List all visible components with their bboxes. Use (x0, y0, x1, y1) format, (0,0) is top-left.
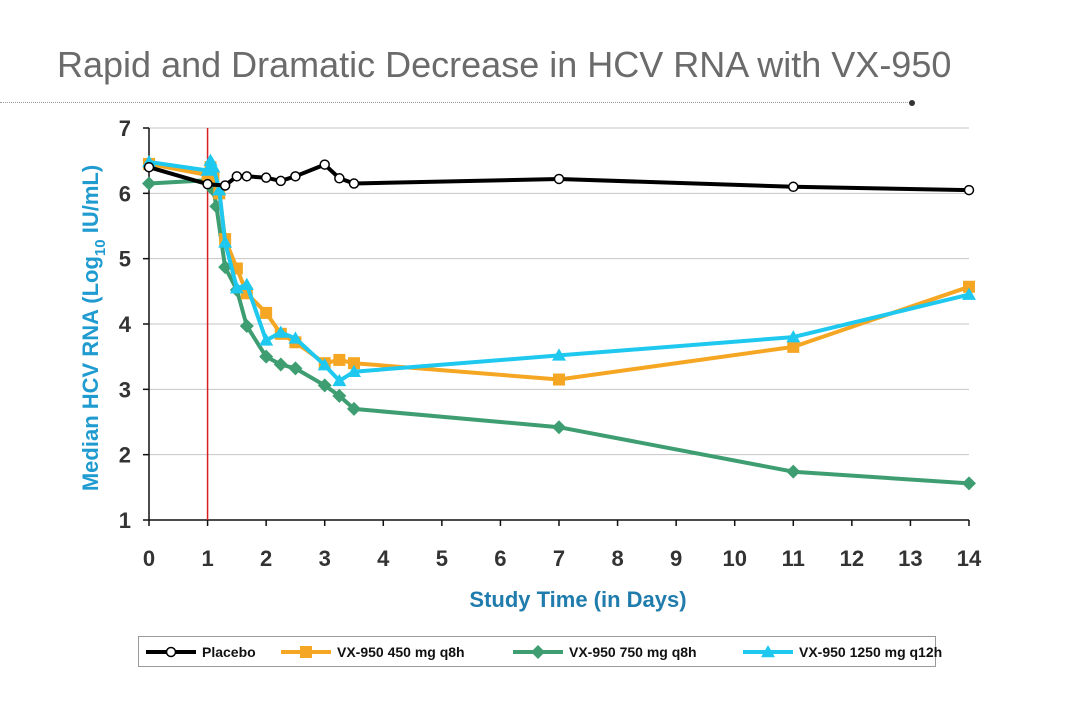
x-tick-label: 6 (494, 546, 506, 571)
legend-swatch (743, 645, 793, 658)
legend-label: VX-950 1250 mg q12h (799, 644, 943, 660)
data-point (260, 306, 273, 319)
data-point (319, 159, 330, 170)
x-tick-label: 13 (898, 546, 922, 571)
data-point (347, 401, 361, 416)
y-tick-label: 2 (119, 443, 131, 468)
x-tick-label: 7 (553, 546, 565, 571)
data-point (317, 358, 332, 371)
x-tick-label: 8 (611, 546, 623, 571)
data-point (552, 348, 566, 361)
axes (143, 127, 970, 526)
data-point (142, 176, 156, 191)
series-3 (142, 153, 976, 387)
legend-label: VX-950 750 mg q8h (569, 644, 697, 660)
data-point (260, 172, 272, 183)
data-point (963, 280, 975, 293)
legend-swatch-marker (761, 645, 775, 658)
legend-swatch (281, 646, 331, 658)
data-point (206, 160, 221, 173)
x-tick-label: 10 (722, 546, 746, 571)
series-group (142, 153, 976, 491)
data-point (241, 171, 253, 182)
data-point (788, 181, 799, 193)
series-2 (142, 170, 976, 491)
title-divider (0, 102, 910, 103)
data-point (229, 281, 244, 294)
data-point (348, 178, 360, 189)
legend-swatch-marker (300, 646, 312, 658)
legend-swatch-marker (165, 646, 177, 658)
data-point (786, 330, 801, 343)
data-point (317, 378, 332, 393)
data-point (218, 235, 233, 248)
x-tick-label: 4 (377, 546, 390, 571)
legend-swatch-marker (531, 645, 545, 659)
data-point (259, 349, 274, 364)
x-tick-label: 9 (670, 546, 682, 571)
y-axis-title: Median HCV RNA (Log10 IU/mL) (78, 165, 109, 491)
legend-swatch (146, 646, 196, 658)
data-point (347, 364, 361, 377)
data-point (553, 373, 565, 386)
y-tick-label: 4 (119, 312, 132, 337)
data-point (552, 420, 566, 435)
gridlines (149, 127, 969, 456)
data-point (786, 464, 801, 479)
data-point (239, 318, 254, 333)
y-tick-label: 7 (119, 116, 131, 141)
data-point (288, 331, 303, 344)
slide-title: Rapid and Dramatic Decrease in HCV RNA w… (57, 44, 952, 85)
data-point (962, 476, 976, 491)
data-point (200, 163, 215, 176)
y-tick-label: 1 (119, 508, 131, 533)
data-point (333, 353, 346, 366)
data-point (348, 357, 360, 370)
data-point (787, 340, 800, 353)
title-bullet-dot (909, 100, 915, 106)
data-point (231, 171, 243, 182)
data-point (239, 277, 254, 291)
legend-label: VX-950 450 mg q8h (337, 644, 465, 660)
data-point (273, 325, 288, 338)
y-tick-label: 3 (119, 377, 131, 402)
x-tick-label: 12 (840, 546, 864, 571)
data-point (143, 161, 155, 173)
chart-legend: Placebo VX-950 450 mg q8h VX-950 750 mg q8… (138, 636, 942, 667)
series-0 (143, 159, 975, 196)
data-point (212, 183, 227, 196)
data-point (275, 175, 287, 187)
data-point (290, 171, 301, 182)
x-tick-label: 1 (201, 546, 213, 571)
data-point (963, 184, 975, 196)
data-point (259, 333, 274, 346)
data-point (962, 287, 976, 300)
data-point (219, 180, 231, 191)
series-line (148, 161, 970, 382)
x-tick-label: 11 (782, 546, 805, 571)
x-tick-label: 0 (143, 546, 155, 571)
y-tick-label: 5 (119, 247, 131, 272)
data-point (202, 178, 213, 190)
data-point (332, 388, 347, 403)
legend-swatch (513, 645, 563, 659)
data-point (288, 361, 303, 376)
legend-label: Placebo (202, 644, 256, 660)
x-axis-title: Study Time (in Days) (469, 587, 686, 612)
y-tick-label: 6 (119, 181, 131, 206)
data-point (553, 173, 565, 185)
data-point (273, 357, 288, 372)
data-point (334, 173, 345, 184)
x-tick-label: 5 (436, 546, 448, 571)
data-point (332, 373, 347, 387)
x-tick-label: 3 (319, 546, 331, 571)
x-tick-label: 14 (957, 546, 982, 571)
x-tick-label: 2 (260, 546, 272, 571)
